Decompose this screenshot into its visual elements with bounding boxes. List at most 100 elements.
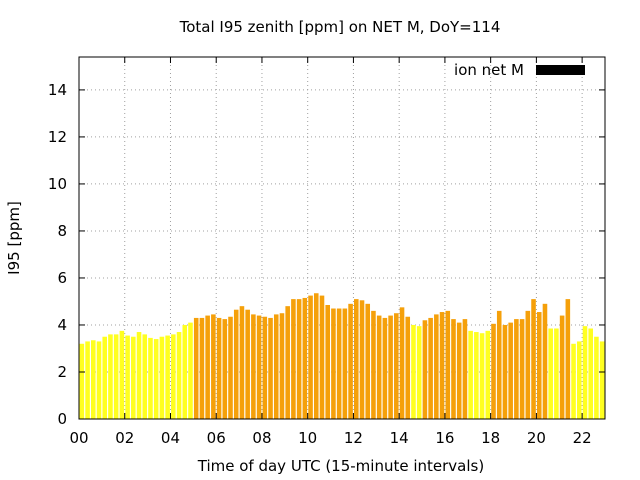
x-tick-label: 14 (390, 429, 409, 447)
bar (211, 314, 216, 419)
bar (342, 308, 348, 419)
bar (571, 343, 576, 419)
bar (176, 332, 182, 419)
x-tick-label: 12 (344, 429, 363, 447)
bar (239, 306, 245, 419)
legend-label: ion net M (454, 61, 524, 79)
bar (79, 343, 85, 419)
bar (331, 308, 336, 419)
bar (559, 315, 565, 419)
x-tick-label: 18 (481, 429, 500, 447)
bar (245, 309, 250, 419)
bar (456, 322, 462, 419)
bar (136, 332, 142, 419)
bar (308, 295, 313, 419)
bar (125, 335, 130, 419)
bar (354, 299, 359, 419)
bar (468, 330, 473, 419)
bar (113, 334, 119, 419)
x-tick-label: 22 (573, 429, 592, 447)
bar (85, 341, 90, 419)
bar (411, 324, 416, 419)
x-tick-label: 06 (207, 429, 226, 447)
bar (508, 322, 513, 419)
bar (599, 341, 605, 419)
x-tick-label: 04 (161, 429, 180, 447)
bar (594, 336, 599, 419)
bar (199, 317, 205, 419)
bar (262, 316, 268, 419)
x-tick-label: 00 (69, 429, 88, 447)
bar (273, 314, 279, 419)
bar (193, 317, 199, 419)
legend-swatch (536, 65, 585, 75)
bar (188, 322, 193, 419)
y-tick-label: 14 (48, 81, 67, 99)
x-axis-label: Time of day UTC (15-minute intervals) (197, 457, 484, 475)
bar (365, 303, 371, 419)
bar (451, 319, 456, 419)
bar (251, 314, 256, 419)
legend: ion net M (454, 61, 585, 79)
bars (79, 293, 605, 419)
bar (382, 317, 388, 419)
bar (205, 315, 210, 419)
bar (108, 334, 113, 419)
bar (291, 299, 296, 419)
bar (131, 336, 136, 419)
bar (313, 293, 319, 419)
bar (462, 319, 468, 419)
bar (119, 330, 125, 419)
bar (434, 314, 439, 419)
bar (171, 334, 176, 419)
x-tick-label: 02 (115, 429, 134, 447)
y-tick-label: 4 (57, 316, 67, 334)
bar (405, 316, 411, 419)
bar (325, 304, 330, 419)
bar (428, 317, 433, 419)
bar (91, 340, 96, 419)
bar (388, 315, 393, 419)
bar (554, 328, 559, 419)
bar (348, 303, 353, 419)
bar (394, 313, 399, 419)
bar (525, 310, 531, 419)
bar (514, 319, 519, 419)
bar (439, 312, 445, 419)
bar (399, 307, 405, 419)
bar (285, 306, 290, 419)
y-tick-label: 8 (57, 222, 67, 240)
bar (182, 324, 188, 419)
bar (96, 341, 102, 419)
bar (233, 309, 239, 419)
bar (491, 323, 496, 419)
bar (165, 335, 170, 419)
bar (531, 299, 536, 419)
y-tick-label: 2 (57, 363, 67, 381)
bar (542, 303, 548, 419)
bar (485, 330, 491, 419)
x-tick-label: 08 (252, 429, 271, 447)
x-tick-label: 20 (527, 429, 546, 447)
bar (102, 336, 108, 419)
bar (222, 319, 228, 419)
grid-lines (79, 57, 605, 419)
bar (159, 336, 165, 419)
x-tick-label: 10 (298, 429, 317, 447)
bar (548, 328, 553, 419)
x-tick-label: 16 (435, 429, 454, 447)
y-tick-label: 0 (57, 410, 67, 428)
bar (279, 313, 285, 419)
bar (416, 326, 422, 419)
y-tick-label: 10 (48, 175, 67, 193)
bar (565, 299, 571, 419)
bar (576, 341, 582, 419)
y-axis-label: I95 [ppm] (5, 201, 23, 275)
y-tick-label: 12 (48, 128, 67, 146)
bar (319, 295, 325, 419)
bar (588, 328, 593, 419)
bar (336, 308, 342, 419)
plot-frame (78, 56, 606, 420)
bar (302, 297, 308, 419)
